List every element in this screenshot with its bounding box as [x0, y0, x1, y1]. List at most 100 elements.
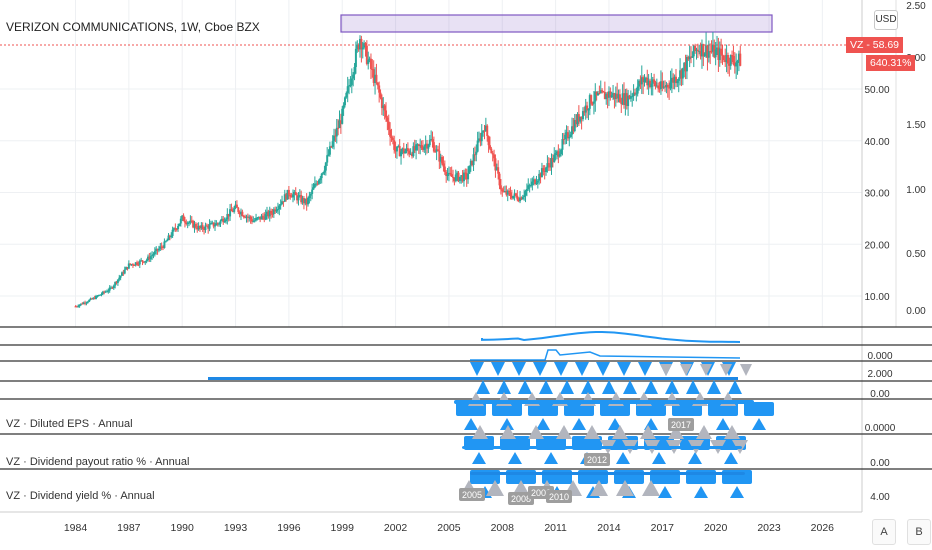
candle-body [714, 49, 717, 58]
candle-body [385, 110, 388, 118]
candle-body [672, 77, 675, 83]
candle-body [222, 218, 225, 223]
candle-body [618, 94, 621, 103]
candle-body [692, 45, 695, 57]
b-button[interactable]: B [907, 519, 931, 545]
candle-body [661, 81, 664, 88]
price-tag: VZ - 58.69 [846, 37, 904, 53]
marker-triangle [544, 452, 558, 464]
candle-body [623, 93, 626, 106]
candle-body [253, 220, 256, 222]
candle-body [323, 170, 326, 173]
eps-line [481, 331, 741, 343]
candle-body [685, 57, 688, 72]
marker-triangle [694, 486, 708, 498]
candle-body [311, 189, 314, 194]
candle-body [456, 172, 459, 175]
price-tick-label: 20.00 [864, 240, 889, 251]
time-tick-label: 2023 [757, 522, 781, 534]
candle-body [315, 183, 318, 185]
candle-body [162, 246, 165, 248]
candle-body [148, 256, 151, 260]
candle-body [624, 93, 627, 106]
candle-body [322, 172, 325, 174]
candle-body [427, 145, 430, 149]
candle-body [294, 191, 297, 196]
candle-body [718, 48, 721, 60]
candle-body [78, 304, 81, 307]
sub-axis-label: 2.000 [867, 369, 892, 380]
candle-body [308, 195, 311, 198]
marker-triangle-grey [472, 425, 488, 439]
candle-body [190, 220, 193, 222]
marker-triangle-grey [724, 425, 740, 439]
candle-body [657, 85, 660, 89]
candle-body [638, 80, 641, 87]
candle-body [209, 223, 212, 225]
candle-body [261, 215, 264, 217]
candle-body [620, 102, 623, 105]
candle-body [554, 153, 557, 156]
marker-triangle [658, 486, 672, 498]
candle-body [327, 154, 330, 156]
candle-body [242, 215, 245, 217]
candle-body [461, 175, 464, 182]
candle-body [359, 38, 362, 50]
candle-body [341, 108, 344, 124]
candle-body [360, 38, 363, 50]
marker-triangle [476, 380, 490, 394]
candle-body [415, 144, 418, 151]
candle-body [334, 135, 337, 137]
candle-body [282, 201, 285, 203]
candle-body [629, 96, 632, 99]
candle-body [597, 93, 600, 96]
candle-body [378, 85, 381, 93]
candle-body [729, 55, 732, 66]
candle-body [141, 260, 144, 262]
candle-body [592, 101, 595, 104]
candle-body [594, 91, 597, 102]
candle-body [364, 43, 367, 46]
candle-body [216, 223, 219, 225]
candle-body [215, 223, 218, 226]
candle-body [724, 59, 727, 63]
candle-body [241, 211, 244, 216]
candle-body [192, 220, 195, 228]
sub-axis-label: 0.0000 [865, 423, 896, 434]
candle-body [96, 295, 99, 297]
currency-button[interactable]: USD [874, 10, 898, 30]
candle-body [569, 134, 572, 137]
candle-body [736, 60, 739, 63]
candle-body [201, 225, 204, 229]
candle-body [86, 301, 89, 303]
candle-body [539, 173, 542, 178]
candle-body [402, 148, 405, 154]
marker-triangle [500, 418, 514, 430]
time-tick-label: 2002 [384, 522, 408, 534]
auto-scale-button[interactable]: A [872, 519, 896, 545]
candle-body [189, 220, 192, 223]
candle-body [328, 146, 331, 155]
candle-body [197, 226, 200, 230]
candle-body [478, 138, 481, 141]
candle-body [337, 127, 340, 129]
candle-body [339, 120, 342, 124]
candle-body [270, 210, 273, 214]
price-tick-label: 30.00 [864, 189, 889, 200]
candle-body [214, 225, 217, 227]
candle-body [679, 70, 682, 79]
candle-body [696, 49, 699, 52]
candle-body [726, 54, 729, 64]
candle-body [543, 170, 546, 172]
percent-tick-label: 2.50 [906, 1, 926, 12]
candle-body [410, 153, 413, 157]
candle-body [105, 291, 108, 293]
marker-triangle [491, 362, 505, 376]
marker-triangle [539, 380, 553, 394]
candle-body [447, 172, 450, 175]
candle-body [386, 117, 389, 122]
candle-body [291, 194, 294, 198]
candle-body [523, 195, 526, 198]
candle-body [621, 93, 624, 105]
candle-body [424, 143, 427, 147]
